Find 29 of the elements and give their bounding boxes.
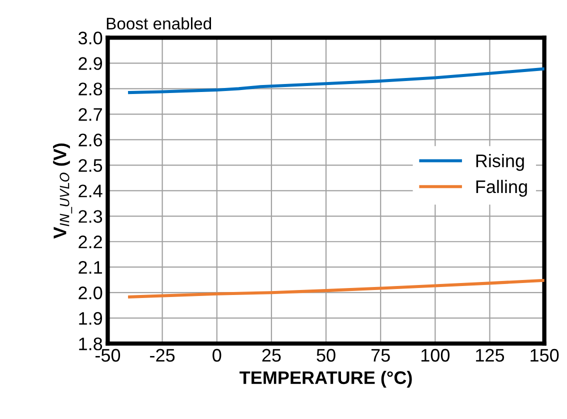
x-tick-label: 75 — [371, 349, 390, 362]
line-series — [128, 67, 544, 94]
y-tick-label: 2.7 — [78, 108, 102, 121]
y-tick-label: 2.9 — [78, 57, 102, 70]
y-tick-label: 2.1 — [78, 261, 102, 274]
x-tick-label: 125 — [476, 348, 504, 362]
x-tick-label: -25 — [150, 348, 175, 362]
x-tick-label: 150 — [530, 348, 559, 362]
legend-label: Rising — [476, 154, 524, 171]
y-axis-title: V$_{IN_UVLO}$ (V) — [53, 143, 72, 239]
x-tick-label: 50 — [316, 348, 336, 362]
y-tick-label: 2.8 — [78, 82, 102, 96]
x-tick-label: 100 — [421, 348, 450, 362]
y-tick-label: 2.2 — [78, 236, 102, 248]
y-tick-label: 2.4 — [78, 184, 102, 198]
x-tick-label: 25 — [262, 348, 281, 362]
y-tick-label: 3.0 — [78, 32, 102, 44]
x-tick-label: -50 — [95, 348, 120, 362]
legend-label: Falling — [476, 180, 527, 197]
y-tick-label: 1.8 — [79, 338, 102, 350]
line-series — [128, 278, 544, 298]
y-tick-label: 2.3 — [78, 210, 102, 223]
y-tick-label: 2.6 — [78, 134, 102, 146]
y-tick-label: 2.5 — [78, 159, 102, 172]
chart-title: Boost enabled — [106, 17, 212, 30]
y-tick-label: 2.0 — [78, 286, 102, 300]
y-tick-label: 1.9 — [79, 312, 102, 325]
x-axis-title: TEMPERATURE (°C) — [240, 370, 412, 388]
x-tick-label: 0 — [212, 348, 222, 362]
